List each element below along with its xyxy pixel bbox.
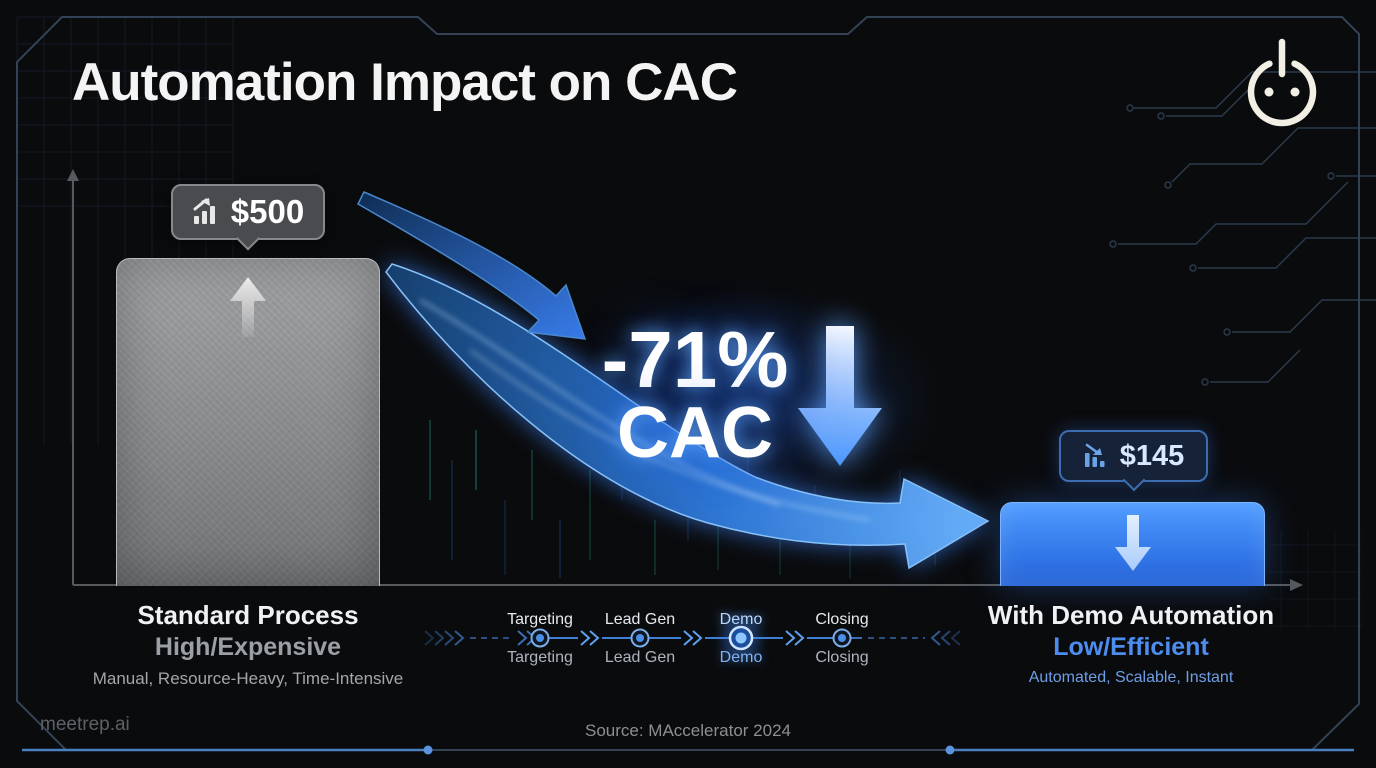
automation-level: Low/Efficient [1053,632,1209,661]
stage-sublabel-lead-gen: Lead Gen [604,649,676,666]
stage-sublabel-closing: Closing [815,649,869,666]
metric-glow [520,250,1000,550]
metric-delta: -71% [601,315,789,404]
pipeline-node-lead-gen [630,628,650,648]
arrow-up-icon [230,277,266,337]
bar-with-demo-automation [1000,502,1265,586]
standard-process-name: Standard Process [137,600,359,630]
stage-label-closing: Closing [815,611,869,628]
automation-block: With Demo Automation Low/Efficient Autom… [955,600,1307,688]
automation-name: With Demo Automation [987,600,1275,630]
standard-process-traits: Manual, Resource-Heavy, Time-Intensive [92,669,404,689]
bottom-accent-lines [22,745,1354,755]
stage-label-targeting: Targeting [507,611,573,628]
stage-label-demo: Demo [719,611,763,628]
stage-sublabel-targeting: Targeting [507,649,573,666]
arrow-down-icon [1114,515,1151,571]
source-citation: Source: MAccelerator 2024 [585,721,791,740]
standard-process-level: High/Expensive [154,632,342,661]
stage-sublabel-demo: Demo [719,649,763,666]
cost-badge-automated: $145 [1059,430,1208,482]
stage-label-lead-gen: Lead Gen [604,611,676,628]
circuit-traces [1109,71,1376,386]
cost-value-standard: $500 [230,193,305,230]
standard-process-block: Standard Process High/Expensive Manual, … [75,600,421,689]
bar-standard-process [116,258,380,586]
pipeline-node-closing [832,628,852,648]
cost-badge-standard: $500 [171,184,325,240]
power-button-icon [1247,38,1317,127]
page-title: Automation Impact on CAC [72,53,738,112]
brand-site-label: meetrep.ai [40,714,130,735]
trend-down-chart-icon [1084,443,1105,467]
cost-value-automated: $145 [1119,439,1185,472]
trend-up-chart-icon [193,198,215,224]
automation-traits: Automated, Scalable, Instant [1028,669,1234,687]
metric-label: CAC [617,393,773,473]
pipeline-node-targeting [530,628,550,648]
